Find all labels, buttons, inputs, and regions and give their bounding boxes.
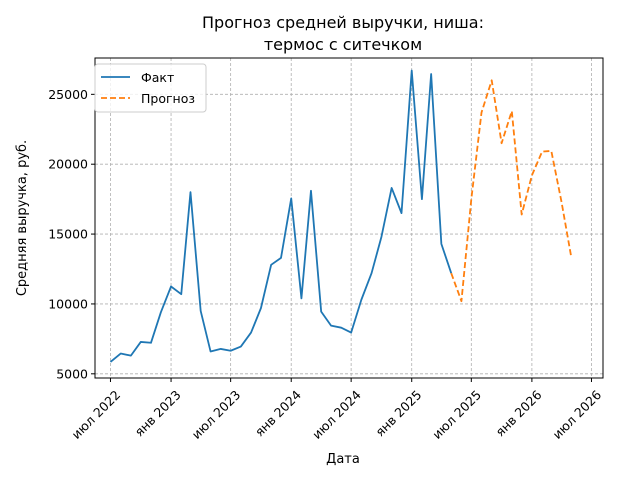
legend-label-forecast: Прогноз bbox=[141, 91, 195, 106]
plot-frame bbox=[94, 57, 604, 379]
y-axis-ticks: 5000 10000 15000 20000 25000 bbox=[48, 87, 95, 381]
chart-title-line2: термос с ситечком bbox=[264, 35, 422, 54]
y-tick-label-3: 20000 bbox=[48, 157, 88, 172]
y-tick-label-2: 15000 bbox=[48, 227, 88, 242]
grid bbox=[95, 58, 603, 378]
legend-frame bbox=[94, 63, 207, 113]
series-line-fact bbox=[109, 69, 453, 363]
legend-label-fact: Факт bbox=[141, 70, 174, 85]
y-tick-label-4: 25000 bbox=[48, 87, 88, 102]
y-tick-label-0: 5000 bbox=[56, 366, 88, 381]
plot-lines bbox=[109, 69, 573, 363]
chart-title-line1: Прогноз средней выручки, ниша: bbox=[202, 13, 484, 32]
legend: Факт Прогноз bbox=[94, 63, 207, 113]
y-axis-label: Средняя выручка, руб. bbox=[15, 140, 30, 296]
x-axis-label: Дата bbox=[326, 452, 360, 467]
y-tick-label-1: 10000 bbox=[48, 296, 88, 311]
